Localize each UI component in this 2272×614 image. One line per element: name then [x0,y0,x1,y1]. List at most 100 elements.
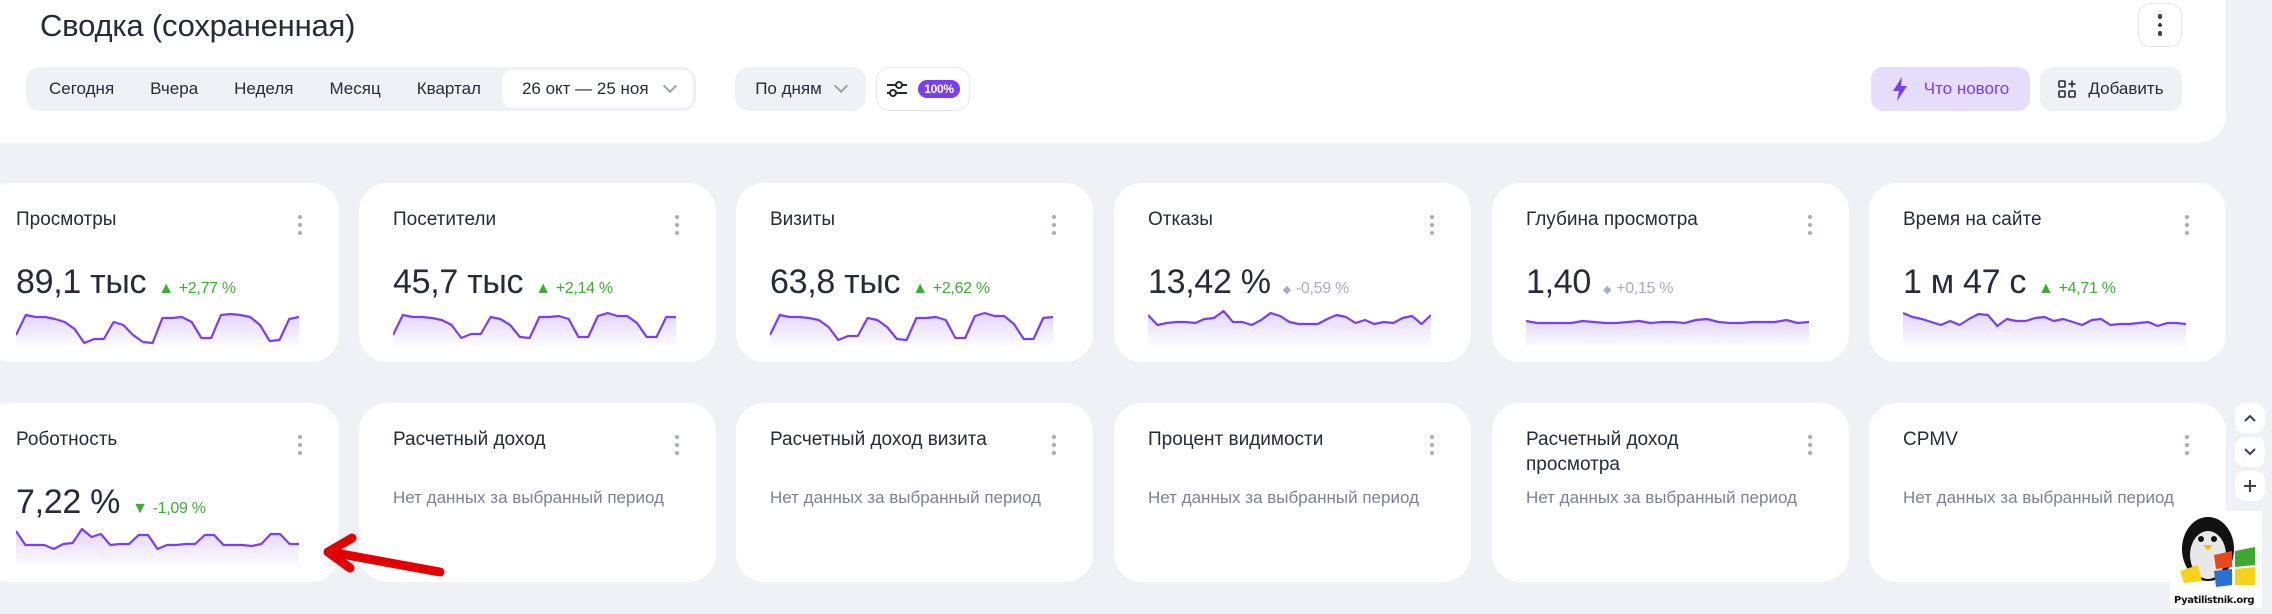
sliders-icon [887,81,908,97]
metric-row: 89,1 тыс ▲ +2,77 % [16,263,236,302]
metric-delta: ▲ +2,14 % [535,280,613,297]
metric-value: 45,7 тыс [393,263,524,301]
widget-title: Расчетный доход [393,429,546,450]
widget-menu-button[interactable] [1429,215,1435,235]
metric-delta: ▲ +4,71 % [2038,280,2116,297]
widget-title: Визиты [770,209,835,230]
date-range-picker[interactable]: 26 окт — 25 ноя [501,70,693,108]
widget-card-depth: Глубина просмотра 1,40 ◆ +0,15 % [1492,183,1849,362]
sampling-button[interactable]: 100% [876,67,970,111]
diamond-icon: ◆ [1602,284,1612,296]
chevron-down-icon [662,78,677,94]
annotation-arrow-icon [323,533,445,577]
watermark-logo: Pyatilistnik.org [2170,511,2262,608]
widget-title: Роботность [16,429,118,450]
widget-menu-button[interactable] [297,215,303,235]
whats-new-button[interactable]: Что нового [1871,67,2030,111]
period-month[interactable]: Месяц [329,79,381,98]
widget-title: Посетители [393,209,497,230]
watermark-text: Pyatilistnik.org [2174,595,2255,606]
sampling-badge: 100% [918,80,960,98]
period-today[interactable]: Сегодня [49,79,115,98]
metric-delta: ▲ +2,77 % [158,280,236,297]
widget-title: Глубина просмотра [1526,209,1698,230]
chevron-down-icon [833,78,848,94]
widget-title: Просмотры [16,209,117,230]
no-data-message: Нет данных за выбранный период [1903,488,2174,507]
chevron-down-icon [2244,448,2256,456]
widget-menu-button[interactable] [674,435,680,455]
period-week[interactable]: Неделя [234,79,294,98]
plus-icon [2244,480,2256,492]
widget-menu-button[interactable] [2184,435,2190,455]
widget-menu-button[interactable] [1429,435,1435,455]
widget-menu-button[interactable] [1807,435,1813,455]
chevron-up-icon [2244,414,2256,422]
no-data-message: Нет данных за выбранный период [1148,488,1419,507]
triangle-up-icon: ▲ [535,280,551,297]
metric-row: 63,8 тыс ▲ +2,62 % [770,263,990,302]
sparkline [1903,311,2186,349]
penguin-windows-logo-icon [2180,517,2255,587]
widget-menu-button[interactable] [1051,215,1057,235]
widget-card-revenue-per-view: Расчетный доход просмотра Нет данных за … [1492,403,1849,582]
no-data-message: Нет данных за выбранный период [393,488,664,507]
widget-card-visits: Визиты 63,8 тыс ▲ +2,62 % [736,183,1093,362]
metric-delta: ◆ -0,59 % [1282,280,1350,297]
lightning-icon [1892,77,1907,101]
metric-value: 1,40 [1526,263,1591,301]
sparkline [16,312,299,349]
widget-menu-button[interactable] [2184,215,2190,235]
diamond-icon: ◆ [1282,284,1291,296]
add-widget-icon [2058,80,2077,98]
sparkline [16,527,299,569]
sparkline [770,311,1053,349]
widget-menu-button[interactable] [1807,215,1813,235]
period-yesterday[interactable]: Вчера [150,79,199,98]
sparkline [1526,317,1809,349]
widget-menu-button[interactable] [1051,435,1057,455]
metric-value: 13,42 % [1148,263,1271,301]
widget-menu-button[interactable] [674,215,680,235]
metric-row: 13,42 % ◆ -0,59 % [1148,263,1349,302]
no-data-message: Нет данных за выбранный период [1526,488,1797,507]
metric-row: 7,22 % ▼ -1,09 % [16,483,206,522]
period-quarter[interactable]: Квартал [416,79,481,98]
page-title: Сводка (сохраненная) [40,8,356,43]
widget-card-revenue: Расчетный доход Нет данных за выбранный … [359,403,716,582]
triangle-down-icon: ▼ [132,500,148,517]
widget-card-visibility: Процент видимости Нет данных за выбранны… [1114,403,1471,582]
metric-row: 45,7 тыс ▲ +2,14 % [393,263,613,302]
widget-card-robots: Роботность 7,22 % ▼ -1,09 % [0,403,339,582]
triangle-up-icon: ▲ [158,280,174,297]
widget-title: Процент видимости [1148,429,1324,450]
whats-new-label: Что нового [1923,79,2010,98]
date-range-value: 26 окт — 25 ноя [521,79,649,98]
grouping-select[interactable]: По дням [735,67,866,111]
scroll-down-button[interactable] [2235,437,2265,467]
add-widget-button[interactable]: Добавить [2040,67,2182,111]
metric-value: 7,22 % [16,483,121,521]
sparkline [393,311,676,349]
widget-card-revenue-per-visit: Расчетный доход визита Нет данных за выб… [736,403,1093,582]
scroll-up-button[interactable] [2235,403,2265,433]
widget-menu-button[interactable] [297,435,303,455]
widget-title: CPMV [1903,429,1958,450]
add-widget-label: Добавить [2088,79,2164,98]
metric-value: 1 м 47 с [1903,263,2027,301]
widget-title: Время на сайте [1903,209,2042,230]
more-vertical-icon [2157,14,2163,36]
title-more-button[interactable] [2138,3,2182,47]
widget-card-bounces: Отказы 13,42 % ◆ -0,59 % [1114,183,1471,362]
add-row-button[interactable] [2235,471,2265,501]
period-selector: Сегодня Вчера Неделя Месяц Квартал 26 ок… [26,67,696,111]
triangle-up-icon: ▲ [912,280,928,297]
widget-card-visitors: Посетители 45,7 тыс ▲ +2,14 % [359,183,716,362]
widget-card-pageviews: Просмотры 89,1 тыс ▲ +2,77 % [0,183,339,362]
widget-card-time-on-site: Время на сайте 1 м 47 с ▲ +4,71 % [1869,183,2226,362]
metric-row: 1 м 47 с ▲ +4,71 % [1903,263,2116,302]
metric-value: 89,1 тыс [16,263,147,301]
widget-title: Отказы [1148,209,1213,230]
widget-title: Расчетный доход просмотра [1526,429,1679,475]
sparkline [1148,309,1431,349]
